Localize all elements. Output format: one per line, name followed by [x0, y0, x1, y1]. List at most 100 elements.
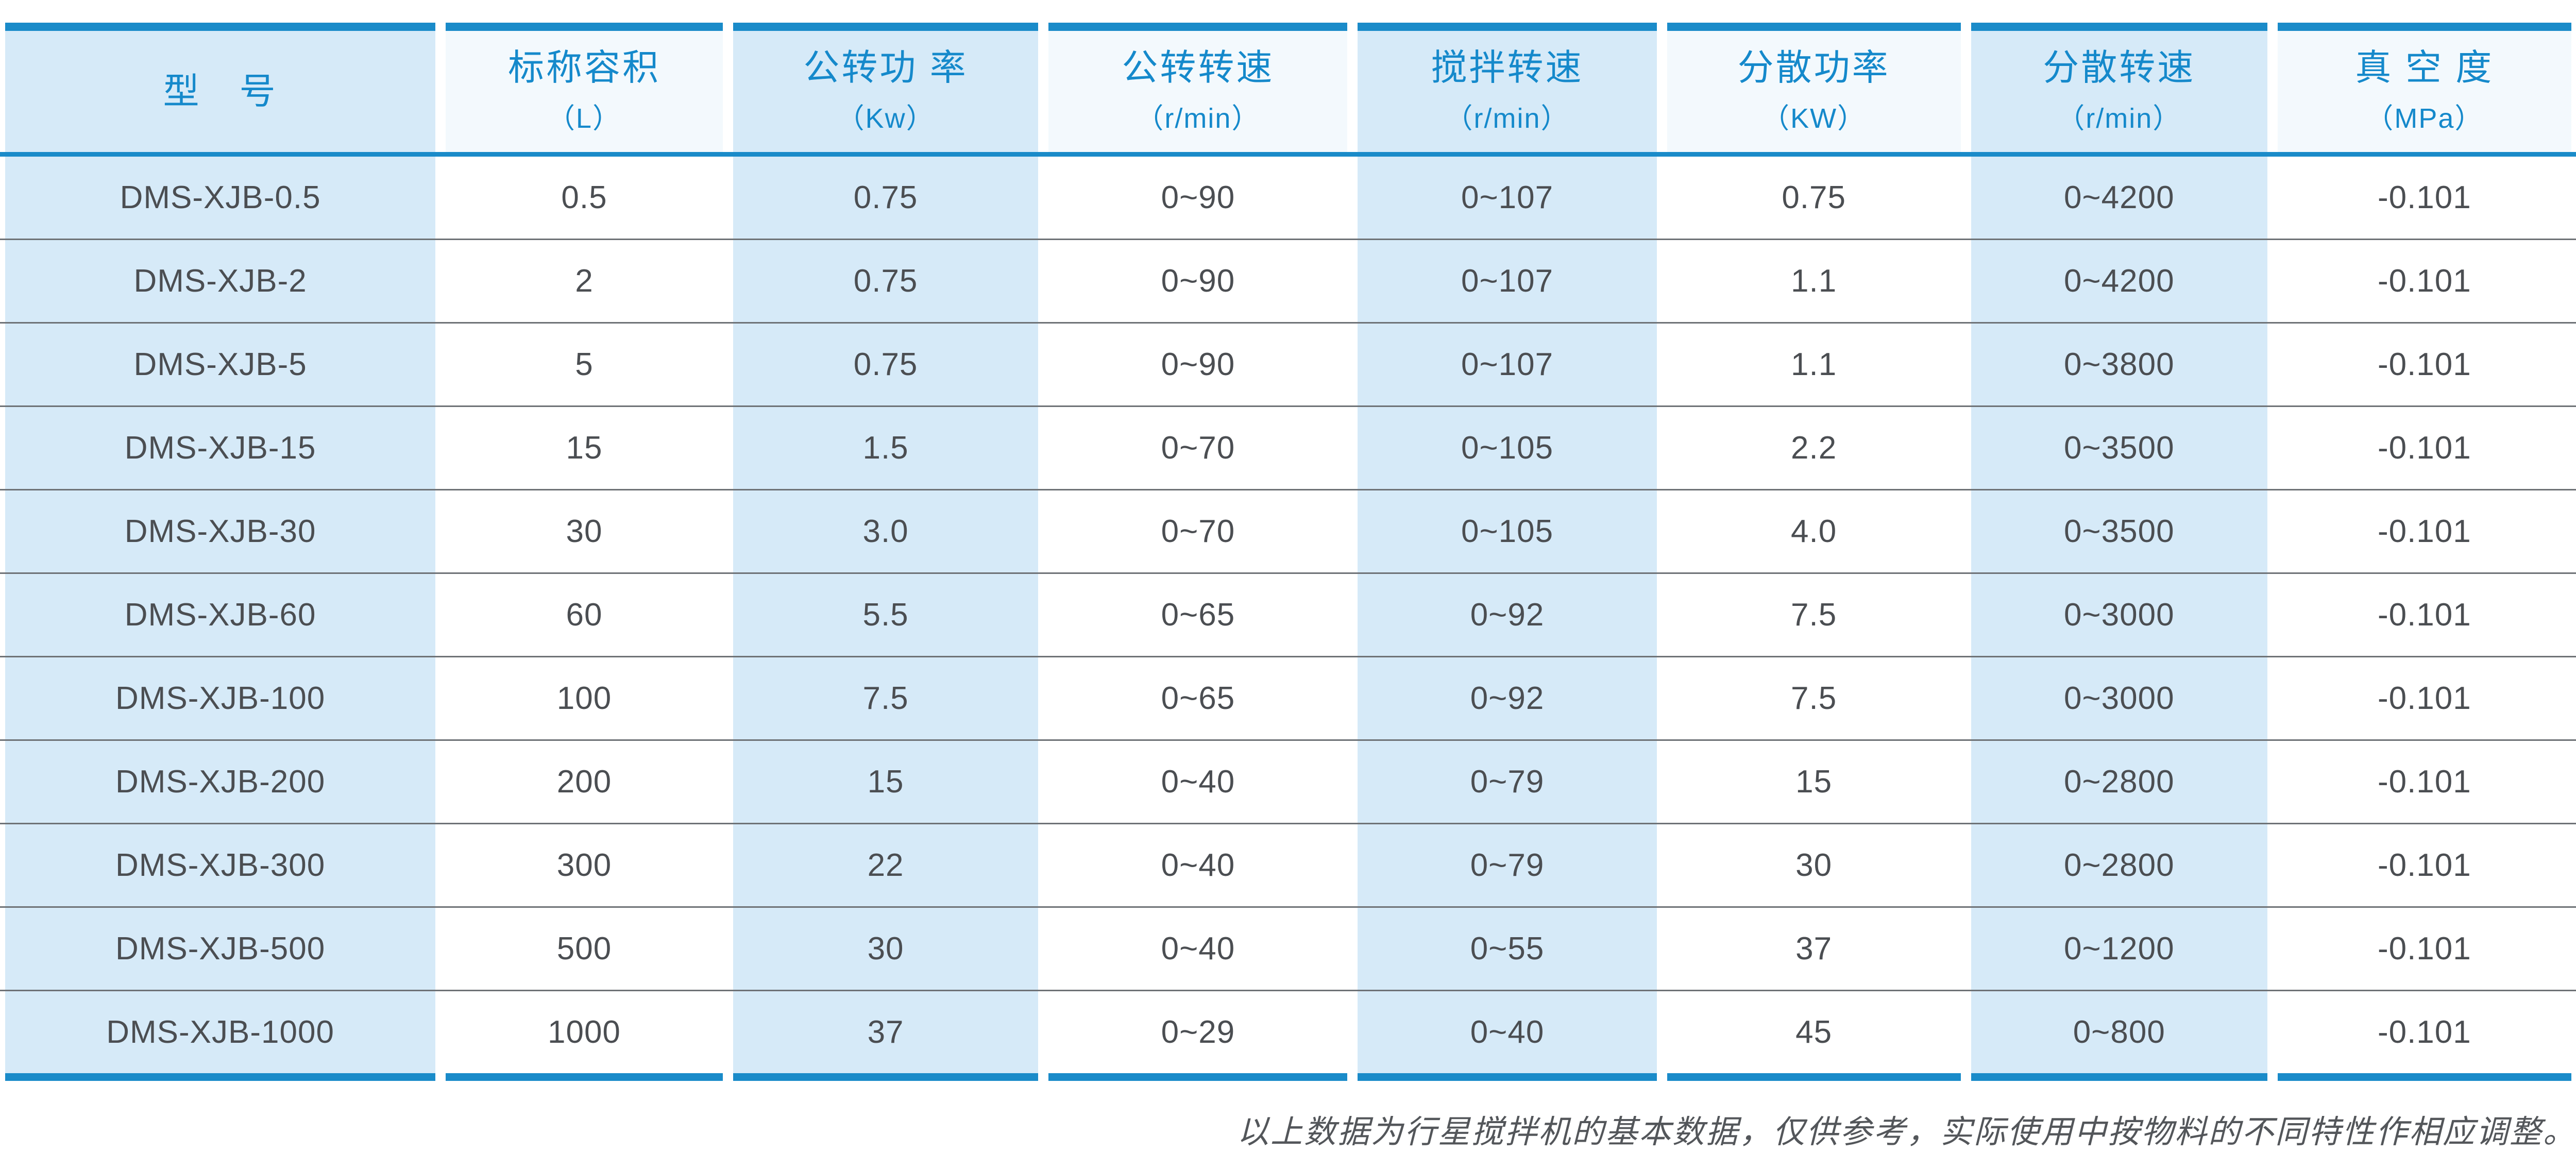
value-cell: -0.101	[2277, 157, 2571, 239]
value-cell: -0.101	[2277, 657, 2571, 739]
table-row: DMS-XJB-300 300 22 0~40 0~79 30 0~2800 -0.101	[0, 824, 2576, 908]
table-row: DMS-XJB-2 2 0.75 0~90 0~107 1.1 0~4200 -0.101	[0, 240, 2576, 324]
value-cell: -0.101	[2277, 240, 2571, 322]
table-row: DMS-XJB-100 100 7.5 0~65 0~92 7.5 0~3000 -0.101	[0, 657, 2576, 741]
model-cell: DMS-XJB-300	[5, 824, 436, 906]
column-header: 分散功率 （KW）	[1667, 23, 1961, 152]
value-cell: -0.101	[2277, 490, 2571, 572]
value-cell: 300	[446, 824, 723, 906]
model-cell: DMS-XJB-1000	[5, 991, 436, 1081]
value-cell: 0~55	[1358, 908, 1657, 990]
value-cell: 2.2	[1667, 407, 1961, 489]
column-header-label: 搅拌转速	[1431, 47, 1584, 88]
value-cell: 7.5	[733, 657, 1039, 739]
value-cell: 0~90	[1048, 240, 1348, 322]
value-cell: 7.5	[1667, 657, 1961, 739]
value-cell: 0~2800	[1971, 741, 2267, 823]
model-cell: DMS-XJB-100	[5, 657, 436, 739]
table-row: DMS-XJB-30 30 3.0 0~70 0~105 4.0 0~3500 -0.101	[0, 490, 2576, 574]
model-cell: DMS-XJB-0.5	[5, 157, 436, 239]
value-cell: 0~40	[1048, 741, 1348, 823]
model-cell: DMS-XJB-15	[5, 407, 436, 489]
value-cell: 0~3800	[1971, 324, 2267, 405]
value-cell: 0~3000	[1971, 657, 2267, 739]
value-cell: 3.0	[733, 490, 1039, 572]
value-cell: 0~3500	[1971, 490, 2267, 572]
value-cell: 0~3000	[1971, 574, 2267, 656]
value-cell: 0~65	[1048, 574, 1348, 656]
value-cell: -0.101	[2277, 324, 2571, 405]
model-cell: DMS-XJB-200	[5, 741, 436, 823]
column-header-label: 型 号	[163, 71, 278, 112]
value-cell: 0~800	[1971, 991, 2267, 1081]
value-cell: 0.75	[733, 240, 1039, 322]
value-cell: 0~40	[1048, 908, 1348, 990]
column-header: 公转转速 （r/min）	[1048, 23, 1348, 152]
value-cell: 15	[1667, 741, 1961, 823]
value-cell: 0.75	[1667, 157, 1961, 239]
value-cell: 0~4200	[1971, 157, 2267, 239]
model-cell: DMS-XJB-2	[5, 240, 436, 322]
value-cell: -0.101	[2277, 824, 2571, 906]
value-cell: 0~92	[1358, 574, 1657, 656]
model-cell: DMS-XJB-60	[5, 574, 436, 656]
value-cell: 0~90	[1048, 157, 1348, 239]
value-cell: 1.1	[1667, 324, 1961, 405]
value-cell: 37	[1667, 908, 1961, 990]
header-row: 型 号 标称容积 （L） 公转功 率 （Kw） 公转转速 （r/min） 搅拌转速 （r/min…	[0, 23, 2576, 152]
column-header-unit: （MPa）	[2365, 103, 2484, 134]
value-cell: 0~79	[1358, 824, 1657, 906]
column-header-unit: （r/min）	[1445, 103, 1570, 134]
value-cell: -0.101	[2277, 908, 2571, 990]
column-header: 真 空 度 （MPa）	[2277, 23, 2571, 152]
table-row: DMS-XJB-5 5 0.75 0~90 0~107 1.1 0~3800 -0.101	[0, 324, 2576, 407]
model-cell: DMS-XJB-500	[5, 908, 436, 990]
column-header-unit: （r/min）	[2057, 103, 2182, 134]
column-header-unit: （r/min）	[1136, 103, 1261, 134]
value-cell: 0~107	[1358, 240, 1657, 322]
value-cell: 500	[446, 908, 723, 990]
value-cell: -0.101	[2277, 741, 2571, 823]
column-header-label: 真 空 度	[2355, 47, 2494, 88]
column-header-label: 标称容积	[507, 47, 660, 88]
table-body: DMS-XJB-0.5 0.5 0.75 0~90 0~107 0.75 0~4200 -0.…	[0, 157, 2576, 1081]
value-cell: 5.5	[733, 574, 1039, 656]
column-header: 搅拌转速 （r/min）	[1358, 23, 1657, 152]
value-cell: 0~107	[1358, 324, 1657, 405]
value-cell: 0~29	[1048, 991, 1348, 1081]
column-header-unit: （KW）	[1761, 103, 1867, 134]
column-header: 分散转速 （r/min）	[1971, 23, 2267, 152]
value-cell: 37	[733, 991, 1039, 1081]
column-header-label: 分散功率	[1737, 47, 1890, 88]
value-cell: 0.75	[733, 157, 1039, 239]
table-row: DMS-XJB-15 15 1.5 0~70 0~105 2.2 0~3500 -0.101	[0, 407, 2576, 490]
column-header-label: 公转转速	[1122, 47, 1275, 88]
value-cell: 2	[446, 240, 723, 322]
value-cell: 0.75	[733, 324, 1039, 405]
value-cell: 0~90	[1048, 324, 1348, 405]
column-header-label: 公转功 率	[803, 47, 968, 88]
model-cell: DMS-XJB-30	[5, 490, 436, 572]
table-row: DMS-XJB-60 60 5.5 0~65 0~92 7.5 0~3000 -0.101	[0, 574, 2576, 657]
value-cell: -0.101	[2277, 407, 2571, 489]
column-header: 标称容积 （L）	[446, 23, 723, 152]
table-row: DMS-XJB-200 200 15 0~40 0~79 15 0~2800 -0.101	[0, 741, 2576, 824]
value-cell: 0~2800	[1971, 824, 2267, 906]
value-cell: 0~105	[1358, 407, 1657, 489]
value-cell: 100	[446, 657, 723, 739]
table-row: DMS-XJB-1000 1000 37 0~29 0~40 45 0~800 -0.101	[0, 991, 2576, 1081]
column-header-unit: （L）	[547, 103, 621, 134]
value-cell: 0~65	[1048, 657, 1348, 739]
column-header: 公转功 率 （Kw）	[733, 23, 1039, 152]
model-cell: DMS-XJB-5	[5, 324, 436, 405]
value-cell: 0~107	[1358, 157, 1657, 239]
value-cell: -0.101	[2277, 574, 2571, 656]
value-cell: 30	[446, 490, 723, 572]
spec-table: 型 号 标称容积 （L） 公转功 率 （Kw） 公转转速 （r/min） 搅拌转速 （r/min…	[0, 23, 2576, 1081]
value-cell: 0~40	[1048, 824, 1348, 906]
value-cell: 0~92	[1358, 657, 1657, 739]
value-cell: 15	[446, 407, 723, 489]
value-cell: 1000	[446, 991, 723, 1081]
value-cell: 4.0	[1667, 490, 1961, 572]
value-cell: 30	[733, 908, 1039, 990]
